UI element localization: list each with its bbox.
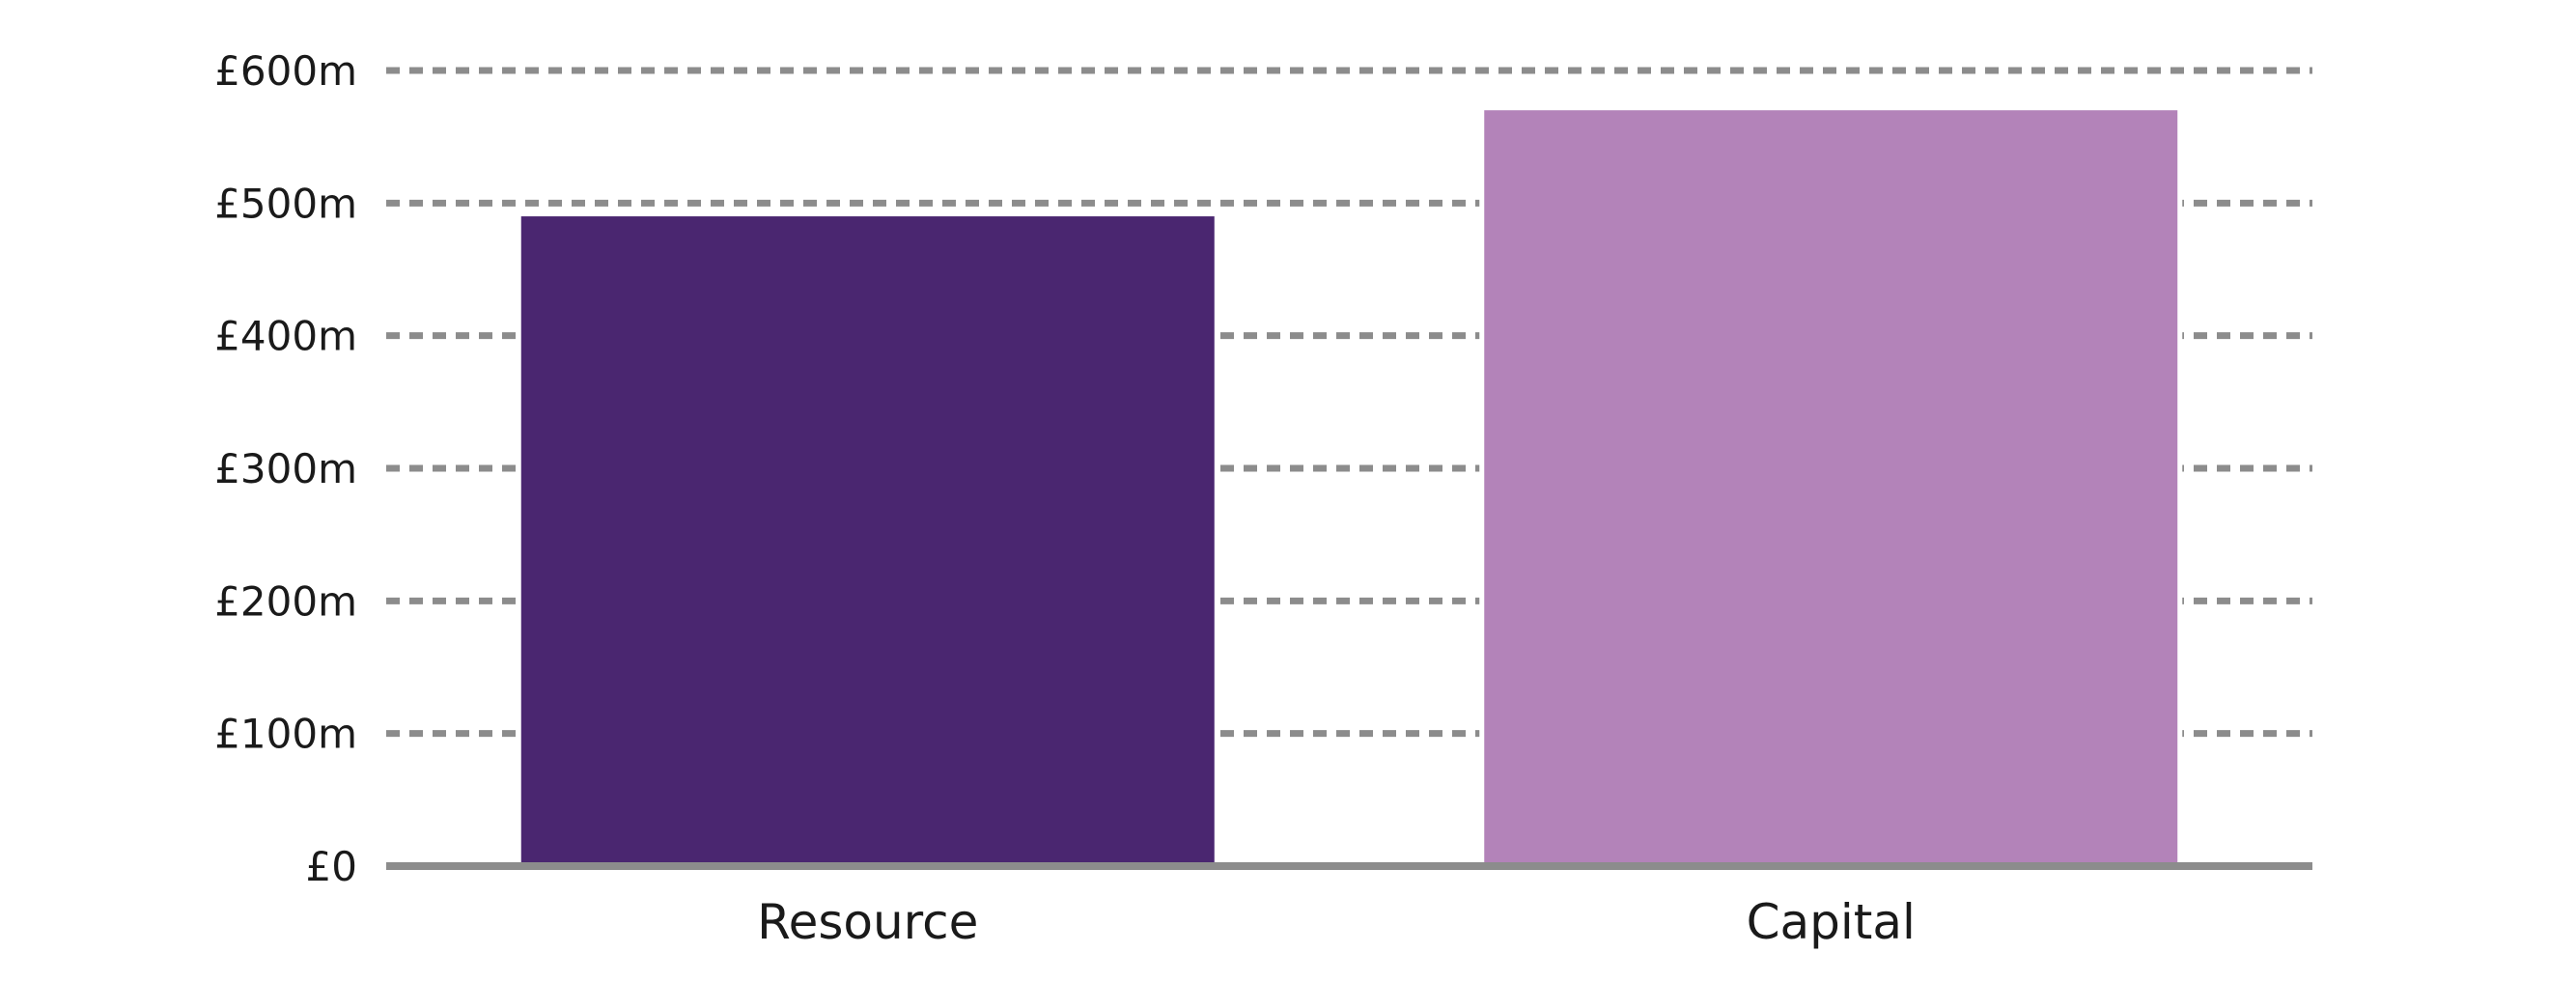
- y-tick-label-600: £600m: [214, 47, 357, 95]
- y-tick-label-500: £500m: [214, 180, 357, 227]
- y-tick-label-200: £200m: [214, 577, 357, 625]
- bar-resource: [516, 211, 1219, 872]
- y-tick-label-0: £0: [306, 843, 357, 890]
- bar-capital: [1479, 105, 2183, 871]
- y-tick-label-300: £300m: [214, 445, 357, 492]
- y-tick-label-400: £400m: [214, 313, 357, 360]
- category-label-resource: Resource: [757, 894, 978, 950]
- category-label-capital: Capital: [1747, 894, 1916, 950]
- x-axis-category-labels: Resource Capital: [757, 894, 1916, 950]
- y-axis-tick-labels: £0 £100m £200m £300m £400m £500m £600m: [214, 47, 357, 890]
- bars: [516, 105, 2183, 872]
- y-tick-label-100: £100m: [214, 711, 357, 758]
